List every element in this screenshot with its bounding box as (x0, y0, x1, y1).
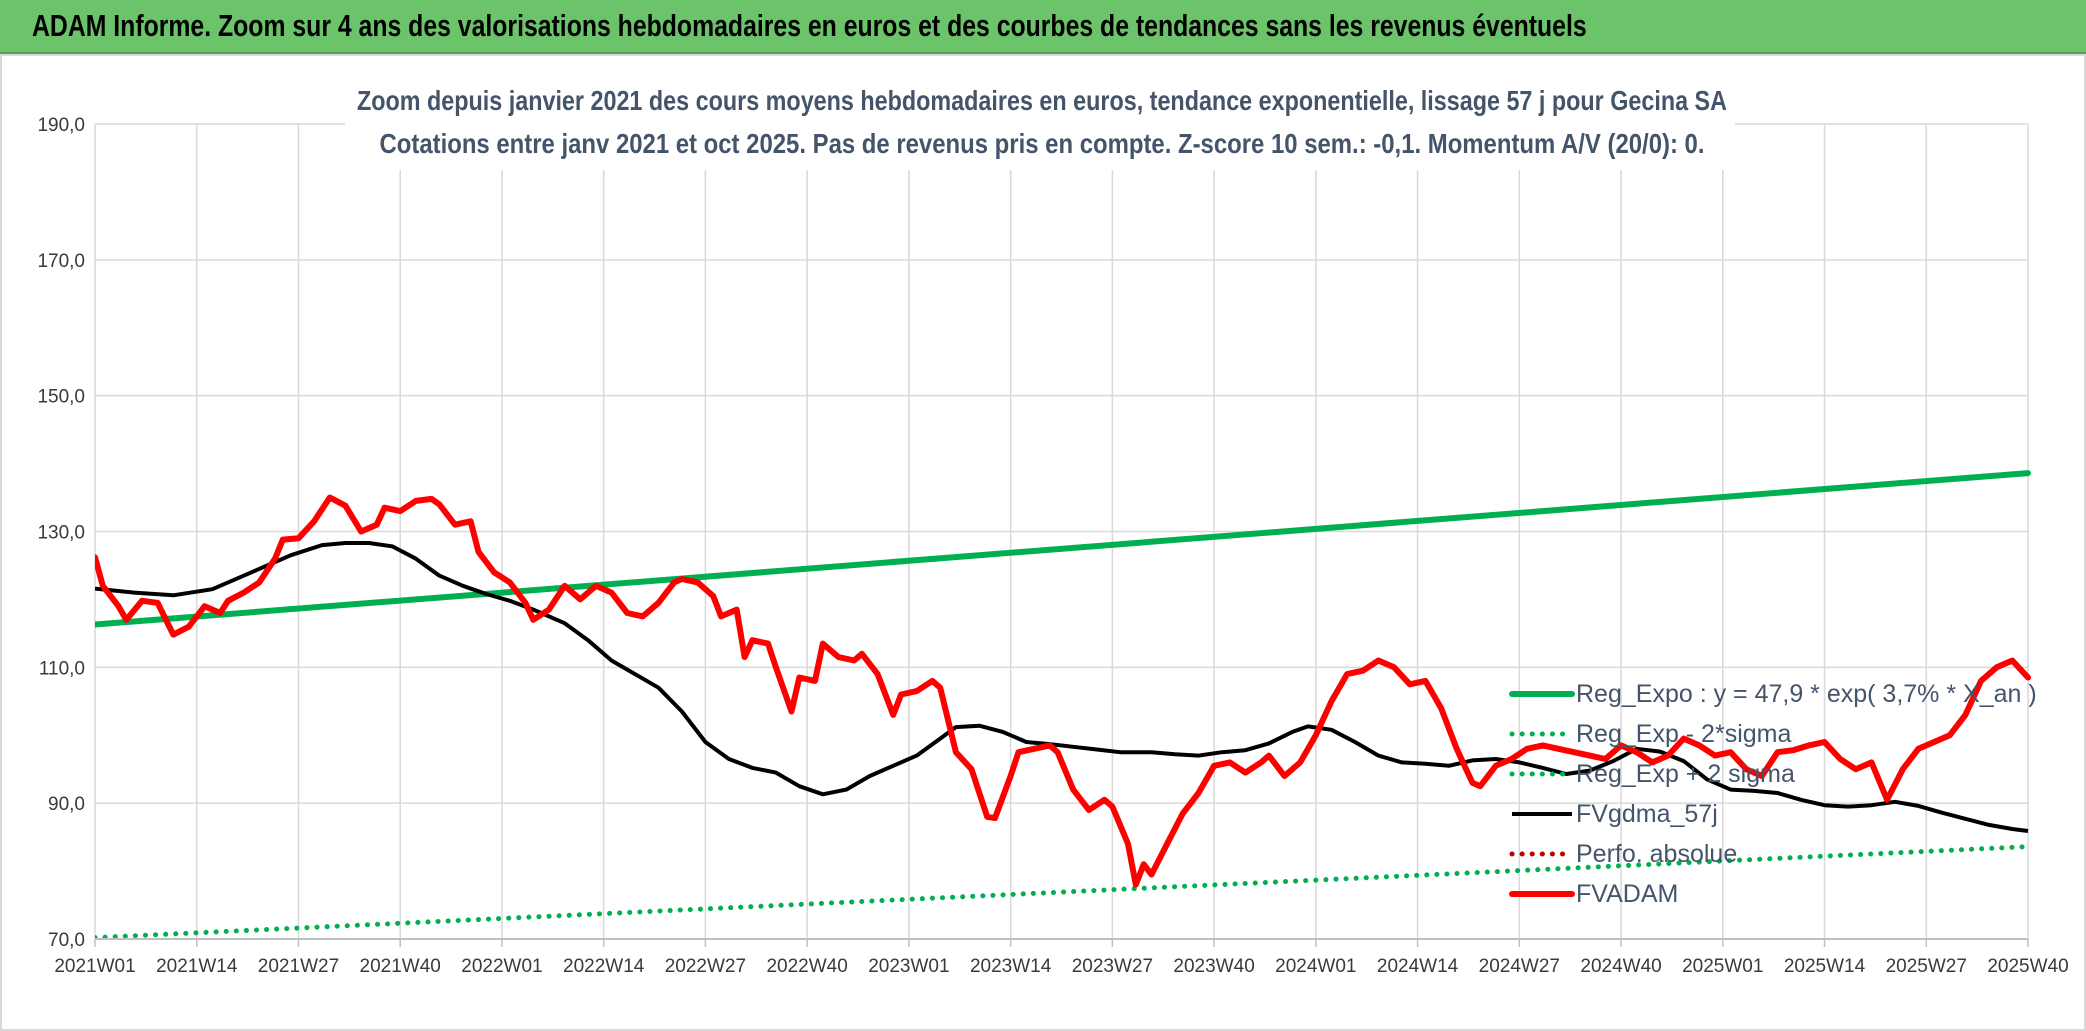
axes: 70,0 90,0 110,0 130,0 150,0 170,0 190,0 2021W01… (37, 115, 2068, 977)
y-tick-label: 90,0 (48, 794, 85, 815)
legend-label-fvgdma-57j: FVgdma_57j (1576, 800, 1718, 828)
title-background (345, 80, 1735, 170)
y-tick-label: 110,0 (39, 658, 85, 679)
legend-label-reg-exp-2-sigma: Reg_Exp + 2 sigma (1576, 760, 1795, 788)
x-tick-label: 2021W01 (54, 956, 135, 977)
chart-title: Zoom depuis janvier 2021 des cours moyen… (357, 85, 1727, 116)
y-tick-label: 150,0 (37, 387, 85, 408)
y-tick-label: 130,0 (37, 523, 85, 544)
x-tick-label: 2025W01 (1682, 956, 1763, 977)
series-line-reg-expo-y-47-9-exp-3-7-x-an (95, 470, 2031, 628)
x-tick-label: 2021W27 (258, 956, 339, 977)
x-tick-label: 2022W01 (461, 956, 542, 977)
report-title: ADAM Informe. Zoom sur 4 ans des valoris… (32, 8, 1587, 43)
x-tick-label: 2021W14 (156, 956, 238, 977)
x-tick-label: 2022W27 (665, 956, 746, 977)
x-tick-label: 2023W01 (868, 956, 949, 977)
legend-label-reg-expo-y-47-9-exp-3-7-x-an: Reg_Expo : y = 47,9 * exp( 3,7% * X_an ) (1576, 680, 2037, 708)
title-banner: ADAM Informe. Zoom sur 4 ans des valoris… (0, 0, 2086, 54)
y-tick-label: 170,0 (37, 251, 85, 272)
grid (94, 123, 2029, 940)
x-tick-label: 2025W27 (1886, 956, 1967, 977)
chart-titles: Zoom depuis janvier 2021 des cours moyen… (345, 80, 1735, 170)
x-tick-label: 2024W27 (1479, 956, 1560, 977)
legend-label-perfo-absolue: Perfo. absolue (1576, 840, 1737, 868)
legend: Reg_Expo : y = 47,9 * exp( 3,7% * X_an )… (1509, 680, 2037, 908)
chart-subtitle: Cotations entre janv 2021 et oct 2025. P… (380, 128, 1705, 159)
y-tick-label: 70,0 (48, 930, 85, 951)
series-line-reg-exp-2-sigma (95, 844, 2031, 939)
legend-label-fvadam: FVADAM (1576, 880, 1678, 908)
x-tick-label: 2022W14 (563, 956, 645, 977)
x-tick-label: 2025W40 (1987, 956, 2068, 977)
x-tick-label: 2023W27 (1072, 956, 1153, 977)
x-tick-label: 2023W40 (1173, 956, 1254, 977)
y-tick-label: 190,0 (37, 115, 85, 136)
x-tick-label: 2024W40 (1580, 956, 1661, 977)
series-line-fvadam (95, 494, 2031, 888)
x-tick-label: 2022W40 (766, 956, 847, 977)
series-line-fvgdma-57j (95, 541, 2029, 833)
x-tick-label: 2023W14 (970, 956, 1052, 977)
series-group (95, 470, 2031, 939)
x-tick-label: 2025W14 (1784, 956, 1866, 977)
x-tick-label: 2024W01 (1275, 956, 1356, 977)
legend-label-reg-exp-2-sigma: Reg_Exp - 2*sigma (1576, 720, 1791, 748)
x-tick-label: 2024W14 (1377, 956, 1459, 977)
x-tick-label: 2021W40 (360, 956, 441, 977)
